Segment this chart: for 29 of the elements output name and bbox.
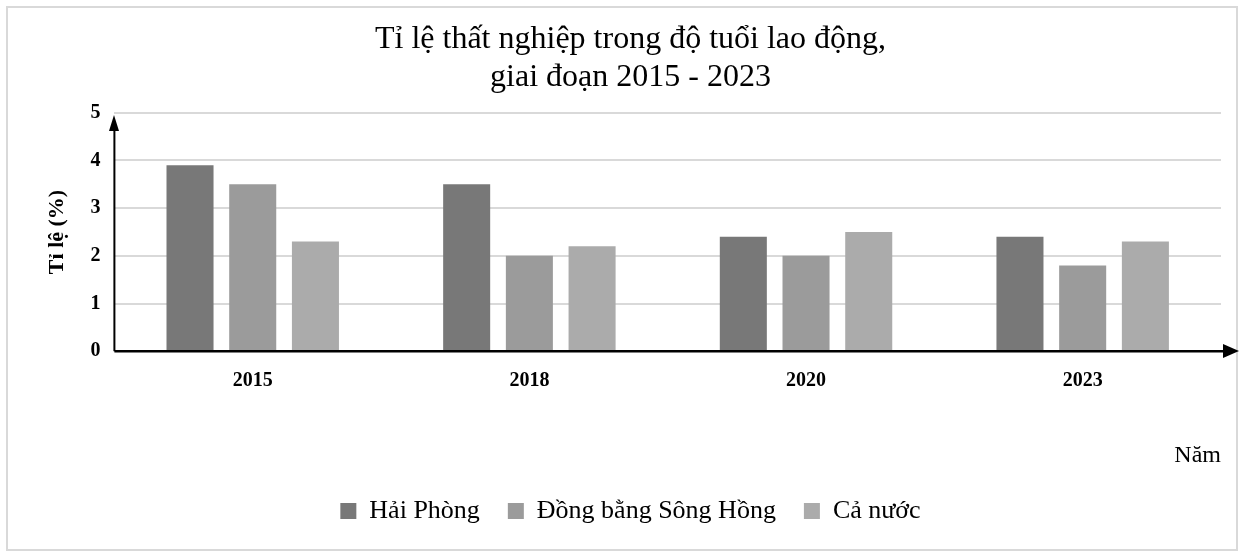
- y-tick-label: 2: [90, 243, 101, 266]
- bar: [443, 184, 491, 351]
- bar: [505, 255, 553, 351]
- bar: [782, 255, 830, 351]
- bar: [291, 241, 339, 351]
- y-tick-label: 1: [90, 290, 101, 313]
- bar: [845, 232, 893, 351]
- bar: [719, 236, 767, 351]
- legend-label: Hải Phòng: [369, 494, 480, 524]
- legend-label: Cả nước: [832, 494, 921, 524]
- bar: [1059, 265, 1107, 351]
- y-axis-title: Tỉ lệ (%): [42, 189, 68, 275]
- y-tick-label: 4: [90, 147, 101, 170]
- bar: [996, 236, 1044, 351]
- x-tick-label: 2015: [232, 368, 273, 391]
- x-tick-label: 2020: [786, 368, 827, 391]
- text: giai đoạn 2015 - 2023: [490, 57, 771, 94]
- x-axis-title: Năm: [1174, 440, 1222, 467]
- bar: [166, 165, 214, 351]
- bar: [1121, 241, 1169, 351]
- x-tick-label: 2018: [509, 368, 550, 391]
- y-tick-label: 3: [90, 195, 101, 218]
- y-tick-label: 5: [90, 99, 101, 122]
- legend-label: Đồng bằng Sông Hồng: [536, 494, 776, 524]
- bar: [568, 246, 616, 351]
- bar: [229, 184, 277, 351]
- text: Tỉ lệ thất nghiệp trong độ tuổi lao động,: [374, 18, 887, 55]
- x-tick-label: 2023: [1062, 368, 1103, 391]
- y-tick-label: 0: [90, 338, 101, 361]
